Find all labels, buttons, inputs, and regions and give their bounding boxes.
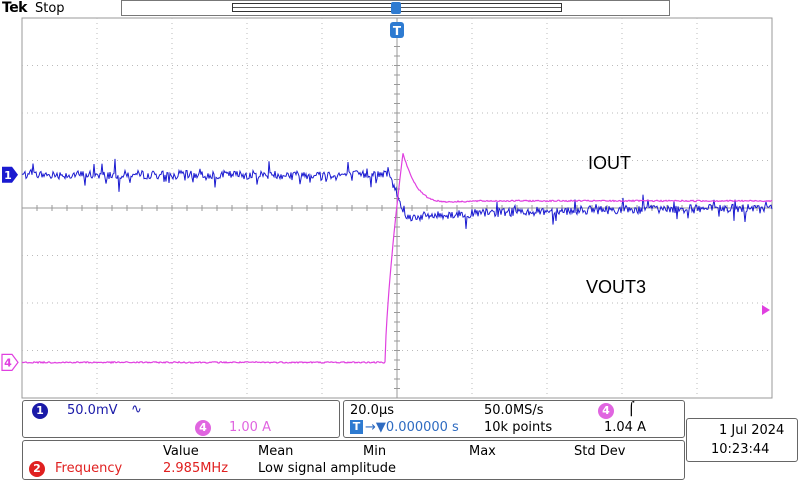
record-length: 10k points: [484, 420, 553, 435]
trigger-level-marker: [762, 305, 770, 315]
brand-logo: Tek: [2, 0, 28, 16]
measure-header-max: Max: [469, 444, 496, 459]
ch4-badge[interactable]: 4: [195, 420, 211, 436]
ch4-marker-label: 4: [4, 356, 12, 369]
sample-rate: 50.0MS/s: [484, 403, 544, 418]
measure-badge[interactable]: 2: [29, 461, 45, 477]
date-time-panel: 1 Jul 2024 10:23:44: [686, 418, 798, 462]
trigger-marker: T: [390, 22, 404, 38]
graticule-grid: [21, 17, 773, 399]
acquisition-status: Stop: [35, 1, 65, 16]
vout3-trace: [21, 158, 773, 229]
iout-trace: [21, 153, 773, 365]
measure-name: Frequency: [55, 461, 123, 476]
trigger-level: 1.04 A: [604, 420, 646, 435]
measure-header-mean: Mean: [258, 444, 294, 459]
ch1-marker-label: 1: [4, 169, 12, 182]
trigger-position: →▼0.000000 s: [365, 420, 459, 435]
waveform-markers: T 1 4: [1, 22, 770, 371]
time: 10:23:44: [711, 442, 770, 457]
measure-header-min: Min: [363, 444, 387, 459]
ch4-ground-marker: 4: [1, 353, 19, 371]
measure-header-value: Value: [163, 444, 199, 459]
measure-note: Low signal amplitude: [258, 461, 397, 476]
trigger-source-badge[interactable]: 4: [598, 403, 614, 419]
top-bar: Tek Stop: [0, 0, 800, 18]
iout-label: IOUT: [588, 153, 631, 173]
measurement-panel[interactable]: Value Mean Min Max Std Dev 2 Frequency 2…: [22, 440, 685, 480]
timebase-panel[interactable]: 20.0µs 50.0MS/s 4 ⌠ T →▼0.000000 s 10k p…: [343, 400, 685, 438]
ch1-badge[interactable]: 1: [32, 403, 48, 419]
ch1-coupling-icon: ∿: [131, 402, 142, 417]
measure-header-stddev: Std Dev: [574, 444, 626, 459]
waveform-traces: [21, 153, 773, 365]
ch4-scale: 1.00 A: [229, 420, 271, 435]
trigger-slope-icon: ⌠: [628, 402, 635, 417]
ch1-ground-marker: 1: [2, 166, 18, 183]
ch1-scale: 50.0mV: [67, 403, 118, 418]
vout3-label: VOUT3: [586, 277, 646, 297]
trigger-marker-label: T: [393, 24, 402, 38]
trigger-position-badge: T: [350, 420, 363, 434]
timebase: 20.0µs: [350, 403, 394, 418]
date: 1 Jul 2024: [719, 423, 785, 438]
trigger-position-icon[interactable]: [391, 2, 401, 14]
measure-value: 2.985MHz: [163, 461, 229, 476]
channel-scale-panel[interactable]: 1 50.0mV ∿ 4 1.00 A: [22, 400, 340, 438]
